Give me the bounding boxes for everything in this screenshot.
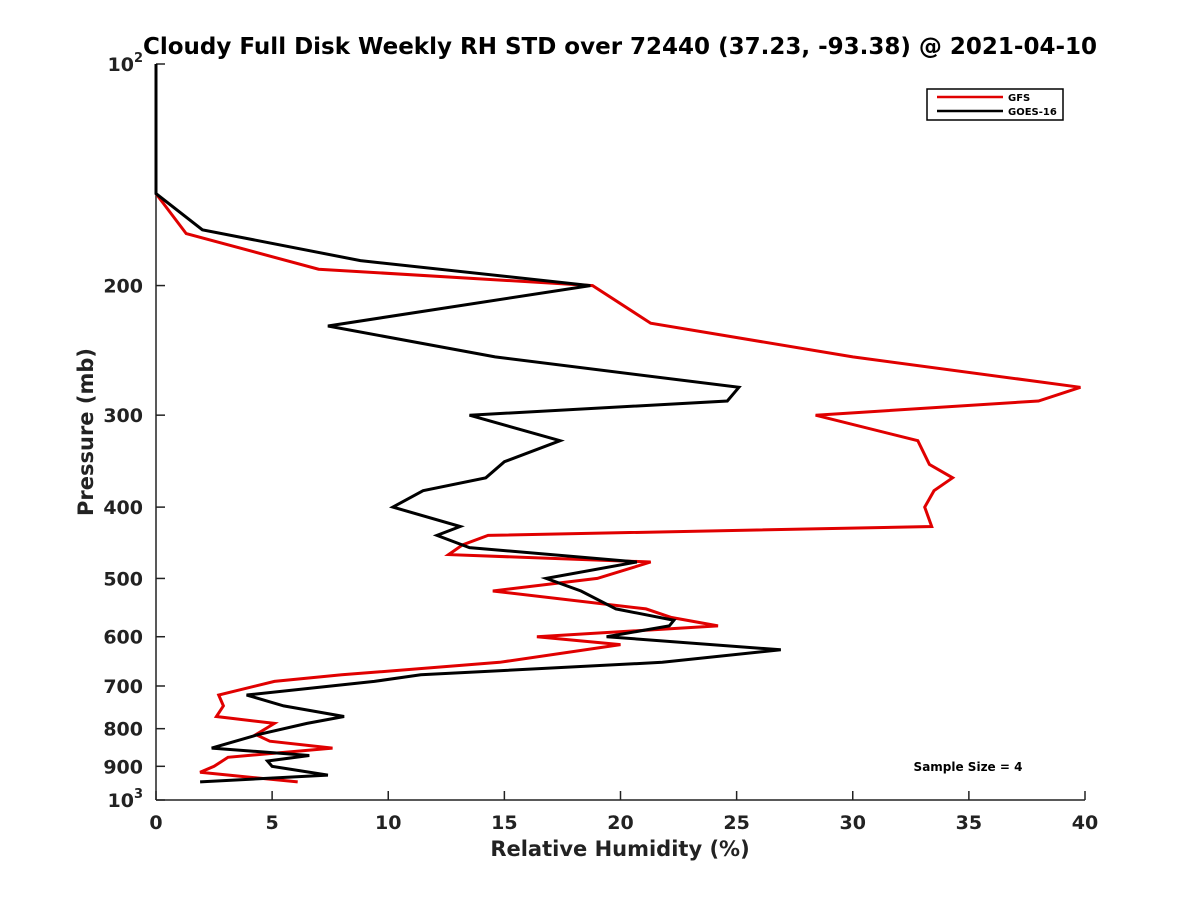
axis-ticks: 0 5 10 15 20 25 30 35 40102200300400500600700800… <box>103 51 1098 834</box>
series-lines <box>154 64 1081 784</box>
x-tick-label: 5 <box>266 812 279 834</box>
legend: GFS GOES-16 <box>926 88 1064 121</box>
y-tick-exponent: 2 <box>134 51 143 66</box>
y-axis-label: Pressure (mb) <box>74 348 98 516</box>
x-tick-label: 35 <box>956 812 982 834</box>
y-tick-label: 102 <box>108 51 144 76</box>
y-tick-base: 10 <box>108 54 134 76</box>
y-tick-label: 500 <box>103 568 143 590</box>
y-tick-label: 800 <box>103 719 143 741</box>
x-tick-label: 40 <box>1072 812 1098 834</box>
y-tick-label: 700 <box>103 676 143 698</box>
y-tick-label: 300 <box>103 405 143 427</box>
y-tick-base: 10 <box>108 790 134 812</box>
y-tick-exponent: 3 <box>134 787 143 802</box>
legend-label: GFS <box>1008 93 1030 104</box>
y-tick-label: 400 <box>103 497 143 519</box>
series-line-gfs <box>154 64 1081 784</box>
chart-title: Cloudy Full Disk Weekly RH STD over 7244… <box>143 34 1097 60</box>
y-tick-label: 103 <box>108 787 144 812</box>
x-tick-label: 25 <box>723 812 749 834</box>
legend-box <box>926 88 1064 121</box>
x-tick-label: 10 <box>375 812 401 834</box>
x-tick-label: 0 <box>149 812 162 834</box>
y-tick-label: 600 <box>103 627 143 649</box>
y-tick-label: 200 <box>103 276 143 298</box>
x-tick-label: 20 <box>607 812 633 834</box>
x-axis-label: Relative Humidity (%) <box>490 837 749 861</box>
y-tick-label: 900 <box>103 756 143 778</box>
sample-size-annotation: Sample Size = 4 <box>914 760 1023 774</box>
series-line-goes-16 <box>154 64 781 784</box>
x-tick-label: 30 <box>840 812 866 834</box>
x-tick-label: 15 <box>491 812 517 834</box>
legend-label: GOES-16 <box>1008 107 1057 118</box>
